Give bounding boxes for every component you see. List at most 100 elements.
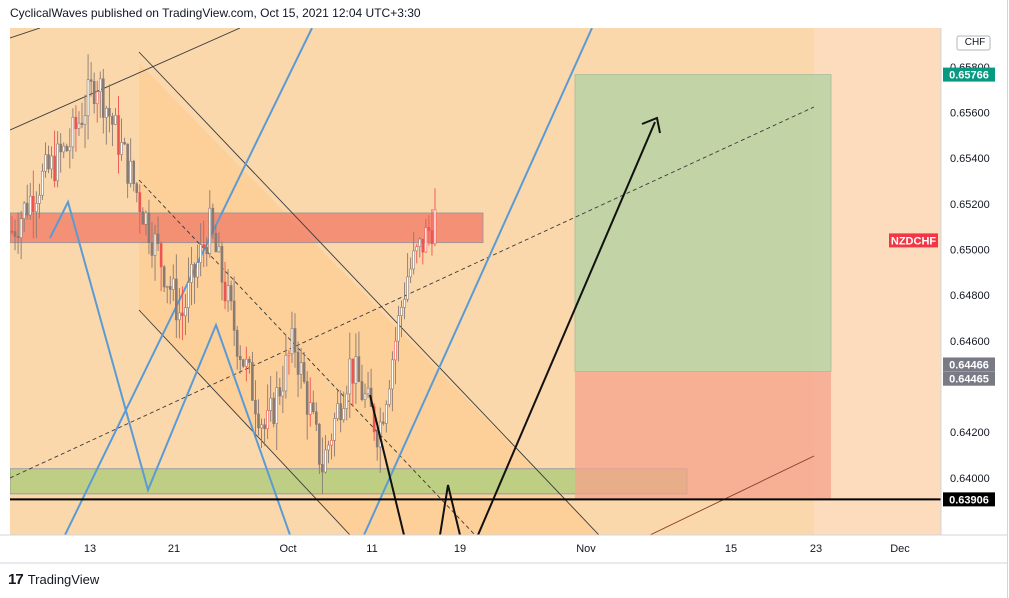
price-tag-label: 0.65766 bbox=[949, 70, 989, 82]
candle-body bbox=[156, 233, 160, 244]
channel-upper-line bbox=[138, 51, 600, 535]
candle-body bbox=[394, 340, 397, 361]
candle-body bbox=[47, 154, 50, 170]
candle-body bbox=[278, 387, 282, 397]
candle-body bbox=[299, 362, 303, 375]
candle-body bbox=[80, 122, 84, 125]
candles bbox=[10, 54, 437, 495]
tradingview-footer[interactable]: 17 TradingView bbox=[8, 571, 99, 588]
candle-body bbox=[187, 282, 190, 309]
candle-body bbox=[159, 243, 163, 268]
candle-body bbox=[412, 250, 415, 270]
price-tag-label: 0.63906 bbox=[949, 494, 989, 506]
candle-body bbox=[424, 227, 428, 253]
candle-body bbox=[89, 79, 93, 82]
candle-body bbox=[178, 312, 181, 321]
candle-body bbox=[19, 218, 23, 239]
candle-body bbox=[123, 142, 126, 145]
candle-body bbox=[388, 388, 391, 405]
blue-zigzag bbox=[49, 199, 291, 535]
candle-body bbox=[260, 424, 263, 429]
x-tick-label: 13 bbox=[84, 543, 96, 555]
candle-body bbox=[336, 403, 339, 419]
candle-body bbox=[217, 246, 221, 253]
x-tick-label: 21 bbox=[168, 543, 180, 555]
candle-body bbox=[272, 397, 276, 424]
candle-body bbox=[348, 358, 352, 395]
candle-body bbox=[59, 143, 62, 153]
candle-body bbox=[153, 233, 157, 256]
y-tick-label: 0.64000 bbox=[950, 473, 990, 485]
candle-body bbox=[345, 393, 349, 409]
blue-channel-line-right bbox=[363, 28, 593, 535]
support-zone bbox=[10, 468, 688, 495]
long-position-target-zone bbox=[574, 74, 832, 372]
candle-body bbox=[144, 212, 148, 225]
candle-body bbox=[354, 356, 358, 384]
projection-leg-b bbox=[439, 484, 461, 535]
candle-body bbox=[381, 421, 385, 424]
candle-body bbox=[275, 387, 279, 424]
candle-body bbox=[92, 81, 96, 105]
candle-body bbox=[56, 143, 59, 182]
candle-body bbox=[74, 116, 78, 129]
candle-body bbox=[13, 231, 17, 237]
candle-body bbox=[28, 195, 32, 216]
candle-body bbox=[202, 244, 206, 248]
plot-area bbox=[10, 28, 832, 535]
candle-body bbox=[208, 207, 212, 254]
candle-body bbox=[363, 393, 367, 400]
candle-body bbox=[86, 79, 90, 117]
x-tick-label: 19 bbox=[454, 543, 466, 555]
candle-body bbox=[223, 281, 227, 302]
x-tick-label: Nov bbox=[576, 543, 596, 555]
candle-body bbox=[181, 312, 184, 317]
candle-body bbox=[315, 411, 318, 425]
candle-body bbox=[226, 285, 230, 302]
candle-body bbox=[175, 278, 178, 321]
candle-body bbox=[162, 266, 166, 288]
price-axis bbox=[941, 28, 1009, 535]
candle-body bbox=[281, 390, 285, 397]
currency-box bbox=[956, 35, 991, 51]
candle-body bbox=[105, 107, 108, 118]
candle-body bbox=[141, 211, 145, 225]
candle-body bbox=[342, 408, 346, 421]
y-tick-label: 0.64600 bbox=[950, 336, 990, 348]
candle-body bbox=[241, 359, 245, 367]
candle-body bbox=[311, 402, 315, 413]
candle-body bbox=[10, 230, 14, 233]
candle-body bbox=[111, 115, 114, 125]
candle-body bbox=[366, 387, 370, 395]
candle-body bbox=[150, 242, 154, 256]
candle-body bbox=[77, 122, 81, 129]
candle-body bbox=[409, 268, 412, 278]
candle-body bbox=[71, 116, 75, 148]
time-axis bbox=[0, 535, 941, 563]
candle-body bbox=[41, 170, 44, 196]
x-tick-label: Oct bbox=[279, 543, 296, 555]
tradingview-brand: TradingView bbox=[27, 572, 100, 587]
candle-body bbox=[397, 315, 400, 342]
candle-body bbox=[327, 444, 330, 451]
projection-arrowhead bbox=[641, 116, 661, 134]
x-tick-label: 15 bbox=[725, 543, 737, 555]
candle-body bbox=[108, 107, 111, 117]
candle-body bbox=[16, 236, 20, 239]
candle-body bbox=[95, 91, 99, 105]
candle-body bbox=[235, 330, 239, 357]
candle-body bbox=[126, 143, 129, 184]
candle-body bbox=[68, 146, 72, 152]
candle-body bbox=[293, 328, 297, 353]
candle-body bbox=[229, 285, 233, 302]
candle-body bbox=[357, 356, 361, 382]
candle-body bbox=[32, 195, 35, 213]
candle-body bbox=[132, 160, 136, 185]
publisher-header: CyclicalWaves published on TradingView.c… bbox=[10, 6, 421, 20]
candle-body bbox=[238, 355, 242, 360]
candle-body bbox=[385, 404, 388, 424]
rising-channel-midline bbox=[10, 106, 815, 479]
candle-body bbox=[44, 154, 47, 172]
candle-body bbox=[263, 424, 266, 429]
